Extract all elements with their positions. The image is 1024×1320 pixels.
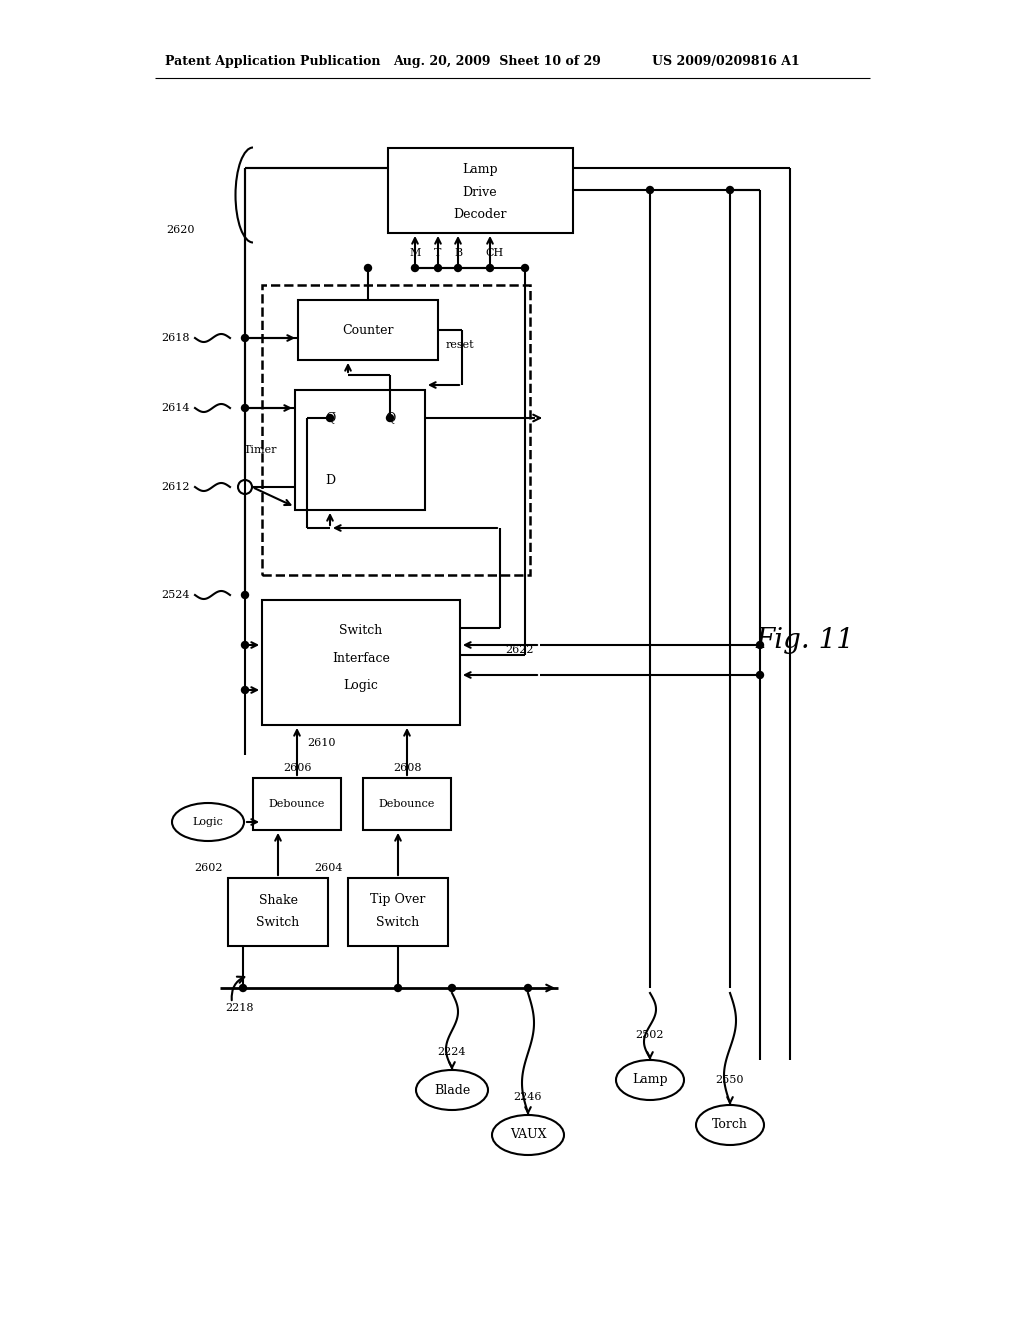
Text: reset: reset [445,341,474,350]
Circle shape [242,334,249,342]
Ellipse shape [416,1071,488,1110]
Circle shape [327,414,334,421]
Text: Switch: Switch [377,916,420,929]
Text: Q: Q [385,412,395,425]
Ellipse shape [172,803,244,841]
Circle shape [521,264,528,272]
Circle shape [386,414,393,421]
Text: Decoder: Decoder [454,207,507,220]
Text: 2618: 2618 [162,333,190,343]
Text: Torch: Torch [712,1118,748,1131]
Ellipse shape [492,1115,564,1155]
Circle shape [242,686,249,693]
Circle shape [242,404,249,412]
Circle shape [240,985,247,991]
Text: Timer: Timer [244,445,278,455]
Text: 2502: 2502 [636,1030,665,1040]
Text: Aug. 20, 2009  Sheet 10 of 29: Aug. 20, 2009 Sheet 10 of 29 [393,55,601,69]
Circle shape [524,985,531,991]
Circle shape [757,672,764,678]
Text: 2606: 2606 [283,763,311,774]
Text: 2610: 2610 [307,738,336,748]
Text: M: M [410,248,421,257]
Text: Debounce: Debounce [269,799,326,809]
Bar [295,389,425,510]
Bar [388,148,573,234]
Bar [253,777,341,830]
Text: Lamp: Lamp [632,1073,668,1086]
Bar [262,601,460,725]
Text: 2550: 2550 [716,1074,744,1085]
Text: US 2009/0209816 A1: US 2009/0209816 A1 [652,55,800,69]
Bar [362,777,451,830]
Text: T: T [434,248,441,257]
Text: Switch: Switch [339,623,383,636]
Circle shape [726,186,733,194]
Text: Patent Application Publication: Patent Application Publication [165,55,381,69]
Text: 2218: 2218 [225,1003,254,1012]
Text: 2524: 2524 [162,590,190,601]
Text: Interface: Interface [332,652,390,664]
Text: Q̅: Q̅ [325,412,335,425]
Text: B: B [454,248,462,257]
Bar [298,300,438,360]
Circle shape [394,985,401,991]
Bar [262,285,530,576]
Text: Shake: Shake [258,894,298,907]
Circle shape [242,642,249,648]
Text: 2608: 2608 [393,763,421,774]
Text: Logic: Logic [344,680,379,693]
Text: 2224: 2224 [437,1047,466,1057]
Bar [348,878,449,946]
Text: Lamp: Lamp [462,164,498,177]
Text: 2604: 2604 [314,863,343,873]
Circle shape [757,642,764,648]
Text: 2620: 2620 [167,224,195,235]
Text: 2614: 2614 [162,403,190,413]
Text: Tip Over: Tip Over [371,894,426,907]
Text: Drive: Drive [463,186,498,198]
Circle shape [412,264,419,272]
Text: CH: CH [485,248,504,257]
Text: Counter: Counter [342,323,394,337]
Text: 2602: 2602 [195,863,223,873]
Circle shape [455,264,462,272]
Text: D: D [325,474,335,487]
Circle shape [434,264,441,272]
Circle shape [365,264,372,272]
Circle shape [242,591,249,598]
Text: 2246: 2246 [514,1092,543,1102]
Text: Blade: Blade [434,1084,470,1097]
Bar [228,878,328,946]
Circle shape [486,264,494,272]
Circle shape [449,985,456,991]
Ellipse shape [696,1105,764,1144]
Text: VAUX: VAUX [510,1129,546,1142]
Text: Logic: Logic [193,817,223,828]
Text: 2622: 2622 [505,645,534,655]
Text: Fig. 11: Fig. 11 [755,627,854,653]
Text: Debounce: Debounce [379,799,435,809]
Circle shape [646,186,653,194]
Ellipse shape [616,1060,684,1100]
Text: Switch: Switch [256,916,300,929]
Text: 2612: 2612 [162,482,190,492]
